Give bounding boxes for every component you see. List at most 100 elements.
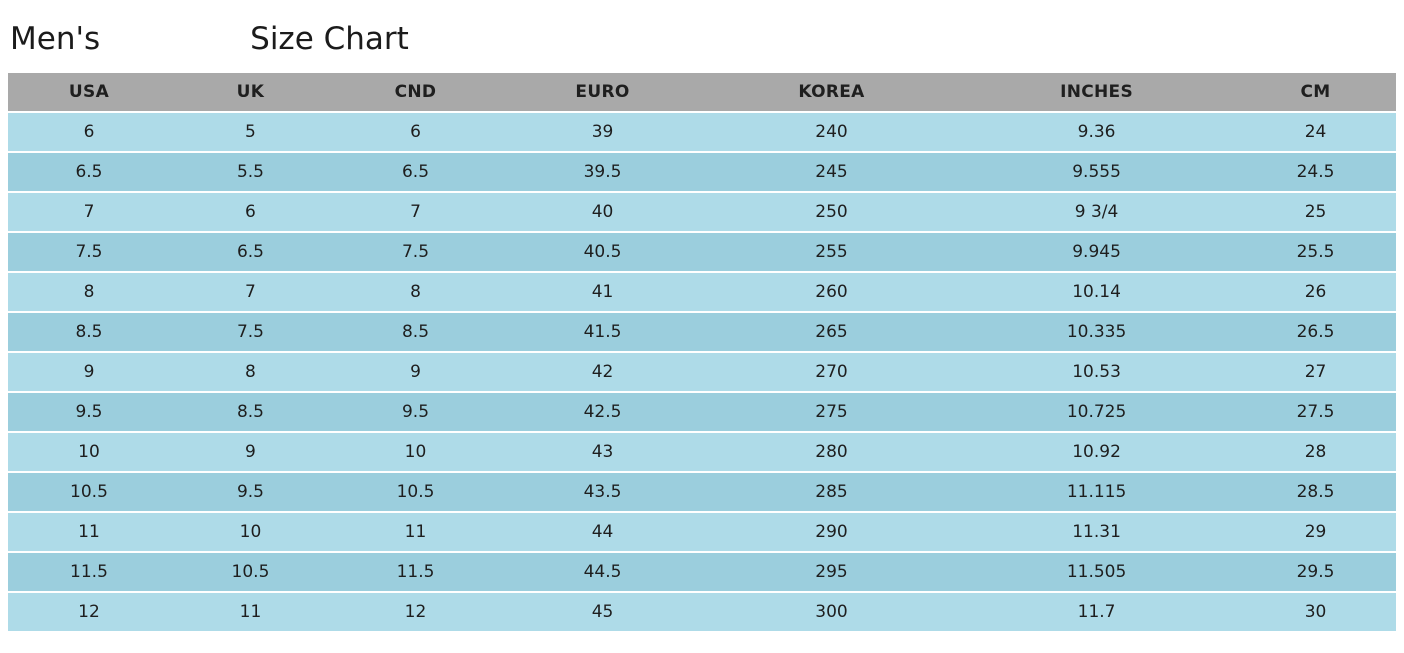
table-cell: 27.5 <box>1235 393 1396 431</box>
table-cell: 10.5 <box>169 553 331 591</box>
title-prefix: Men's <box>10 21 101 57</box>
table-cell: 10.5 <box>330 473 501 511</box>
table-cell: 11 <box>169 593 331 631</box>
table-row: 8 7 8 41 260 10.14 26 <box>8 273 1396 311</box>
table-cell: 45 <box>500 593 706 631</box>
table-cell: 24.5 <box>1235 153 1396 191</box>
table-cell: 240 <box>705 113 959 151</box>
table-cell: 9.5 <box>169 473 331 511</box>
table-cell: 260 <box>705 273 959 311</box>
table-cell: 25.5 <box>1235 233 1396 271</box>
table-cell: 11.31 <box>958 513 1236 551</box>
table-cell: 9 3/4 <box>958 193 1236 231</box>
table-cell: 6.5 <box>169 233 331 271</box>
table-cell: 43.5 <box>500 473 706 511</box>
table-cell: 10 <box>8 433 170 471</box>
table-cell: 7 <box>330 193 501 231</box>
table-cell: 40.5 <box>500 233 706 271</box>
table-cell: 7.5 <box>169 313 331 351</box>
table-cell: 10.53 <box>958 353 1236 391</box>
table-cell: 11.5 <box>330 553 501 591</box>
table-cell: 44 <box>500 513 706 551</box>
table-cell: 11.7 <box>958 593 1236 631</box>
table-cell: 295 <box>705 553 959 591</box>
table-cell: 12 <box>330 593 501 631</box>
table-row: 9 8 9 42 270 10.53 27 <box>8 353 1396 391</box>
table-cell: 9.5 <box>330 393 501 431</box>
title-suffix: Size Chart <box>250 21 409 57</box>
table-cell: 8 <box>330 273 501 311</box>
table-cell: 290 <box>705 513 959 551</box>
column-header-uk: UK <box>169 73 331 111</box>
table-cell: 10.14 <box>958 273 1236 311</box>
table-row: 10.5 9.5 10.5 43.5 285 11.115 28.5 <box>8 473 1396 511</box>
table-cell: 275 <box>705 393 959 431</box>
table-cell: 6 <box>169 193 331 231</box>
table-row: 11 10 11 44 290 11.31 29 <box>8 513 1396 551</box>
table-cell: 10 <box>330 433 501 471</box>
table-cell: 10.335 <box>958 313 1236 351</box>
table-cell: 9 <box>330 353 501 391</box>
table-cell: 8 <box>8 273 170 311</box>
table-cell: 7.5 <box>330 233 501 271</box>
table-cell: 6 <box>8 113 170 151</box>
table-cell: 41 <box>500 273 706 311</box>
table-cell: 9 <box>8 353 170 391</box>
header-row: USA UK CND EURO KOREA INCHES CM <box>8 73 1396 111</box>
table-cell: 43 <box>500 433 706 471</box>
table-cell: 8.5 <box>8 313 170 351</box>
column-header-korea: KOREA <box>705 73 959 111</box>
table-cell: 42.5 <box>500 393 706 431</box>
column-header-usa: USA <box>8 73 170 111</box>
table-cell: 7 <box>169 273 331 311</box>
size-chart-table: USA UK CND EURO KOREA INCHES CM 6 5 6 39 240… <box>8 71 1396 633</box>
table-cell: 11.115 <box>958 473 1236 511</box>
table-cell: 6.5 <box>330 153 501 191</box>
column-header-cm: CM <box>1235 73 1396 111</box>
table-cell: 28 <box>1235 433 1396 471</box>
table-cell: 24 <box>1235 113 1396 151</box>
table-cell: 9 <box>169 433 331 471</box>
page-title: Men's Size Chart <box>10 20 409 58</box>
table-cell: 265 <box>705 313 959 351</box>
table-cell: 26.5 <box>1235 313 1396 351</box>
table-cell: 270 <box>705 353 959 391</box>
table-cell: 29 <box>1235 513 1396 551</box>
table-cell: 12 <box>8 593 170 631</box>
table-cell: 25 <box>1235 193 1396 231</box>
table-row: 7.5 6.5 7.5 40.5 255 9.945 25.5 <box>8 233 1396 271</box>
table-cell: 8.5 <box>330 313 501 351</box>
table-cell: 29.5 <box>1235 553 1396 591</box>
table-cell: 9.36 <box>958 113 1236 151</box>
table-row: 9.5 8.5 9.5 42.5 275 10.725 27.5 <box>8 393 1396 431</box>
table-row: 11.5 10.5 11.5 44.5 295 11.505 29.5 <box>8 553 1396 591</box>
table-row: 7 6 7 40 250 9 3/4 25 <box>8 193 1396 231</box>
table-row: 6.5 5.5 6.5 39.5 245 9.555 24.5 <box>8 153 1396 191</box>
table-cell: 255 <box>705 233 959 271</box>
table-cell: 245 <box>705 153 959 191</box>
table-cell: 30 <box>1235 593 1396 631</box>
table-cell: 10 <box>169 513 331 551</box>
table-cell: 285 <box>705 473 959 511</box>
table-row: 12 11 12 45 300 11.7 30 <box>8 593 1396 631</box>
table-cell: 300 <box>705 593 959 631</box>
table-cell: 11 <box>330 513 501 551</box>
table-cell: 5 <box>169 113 331 151</box>
table-cell: 41.5 <box>500 313 706 351</box>
table-cell: 9.5 <box>8 393 170 431</box>
table-cell: 7.5 <box>8 233 170 271</box>
table-cell: 280 <box>705 433 959 471</box>
table-cell: 11.505 <box>958 553 1236 591</box>
table-cell: 8 <box>169 353 331 391</box>
table-cell: 9.555 <box>958 153 1236 191</box>
table-cell: 27 <box>1235 353 1396 391</box>
table-cell: 26 <box>1235 273 1396 311</box>
table-cell: 6.5 <box>8 153 170 191</box>
table-cell: 44.5 <box>500 553 706 591</box>
table-cell: 39 <box>500 113 706 151</box>
table-cell: 10.92 <box>958 433 1236 471</box>
table-cell: 9.945 <box>958 233 1236 271</box>
table-cell: 250 <box>705 193 959 231</box>
table-row: 8.5 7.5 8.5 41.5 265 10.335 26.5 <box>8 313 1396 351</box>
table-body: 6 5 6 39 240 9.36 24 6.5 5.5 6.5 39.5 245 9.555 24.5 7… <box>8 113 1396 631</box>
